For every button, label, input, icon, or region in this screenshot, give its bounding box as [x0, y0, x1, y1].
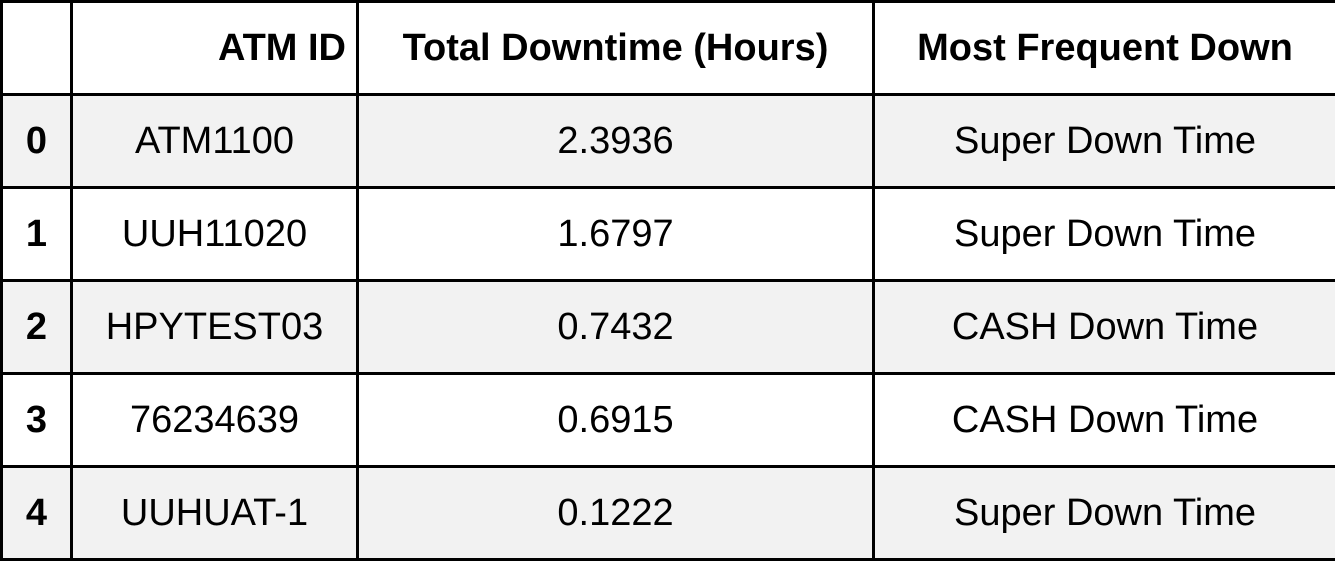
- atm-id-cell: UUH11020: [70, 186, 359, 282]
- row-index: 2: [0, 279, 73, 375]
- header-atm-id: ATM ID: [70, 0, 359, 96]
- atm-id-cell: UUHUAT-1: [70, 465, 359, 561]
- most-frequent-down-cell: Super Down Time: [872, 465, 1335, 561]
- header-total-downtime: Total Downtime (Hours): [356, 0, 875, 96]
- total-downtime-cell: 0.7432: [356, 279, 875, 375]
- atm-id-cell: 76234639: [70, 372, 359, 468]
- total-downtime-cell: 0.6915: [356, 372, 875, 468]
- most-frequent-down-cell: Super Down Time: [872, 186, 1335, 282]
- row-index: 4: [0, 465, 73, 561]
- header-index: [0, 0, 73, 96]
- most-frequent-down-cell: Super Down Time: [872, 93, 1335, 189]
- atm-id-cell: ATM1100: [70, 93, 359, 189]
- table-row: 0 ATM1100 2.3936 Super Down Time: [0, 93, 1335, 189]
- most-frequent-down-cell: CASH Down Time: [872, 372, 1335, 468]
- table-header-row: ATM ID Total Downtime (Hours) Most Frequ…: [0, 0, 1335, 96]
- row-index: 0: [0, 93, 73, 189]
- row-index: 3: [0, 372, 73, 468]
- table-row: 3 76234639 0.6915 CASH Down Time: [0, 372, 1335, 468]
- table-row: 2 HPYTEST03 0.7432 CASH Down Time: [0, 279, 1335, 375]
- most-frequent-down-cell: CASH Down Time: [872, 279, 1335, 375]
- row-index: 1: [0, 186, 73, 282]
- table-row: 4 UUHUAT-1 0.1222 Super Down Time: [0, 465, 1335, 561]
- atm-id-cell: HPYTEST03: [70, 279, 359, 375]
- total-downtime-cell: 1.6797: [356, 186, 875, 282]
- total-downtime-cell: 2.3936: [356, 93, 875, 189]
- table-row: 1 UUH11020 1.6797 Super Down Time: [0, 186, 1335, 282]
- header-most-frequent-down: Most Frequent Down: [872, 0, 1335, 96]
- total-downtime-cell: 0.1222: [356, 465, 875, 561]
